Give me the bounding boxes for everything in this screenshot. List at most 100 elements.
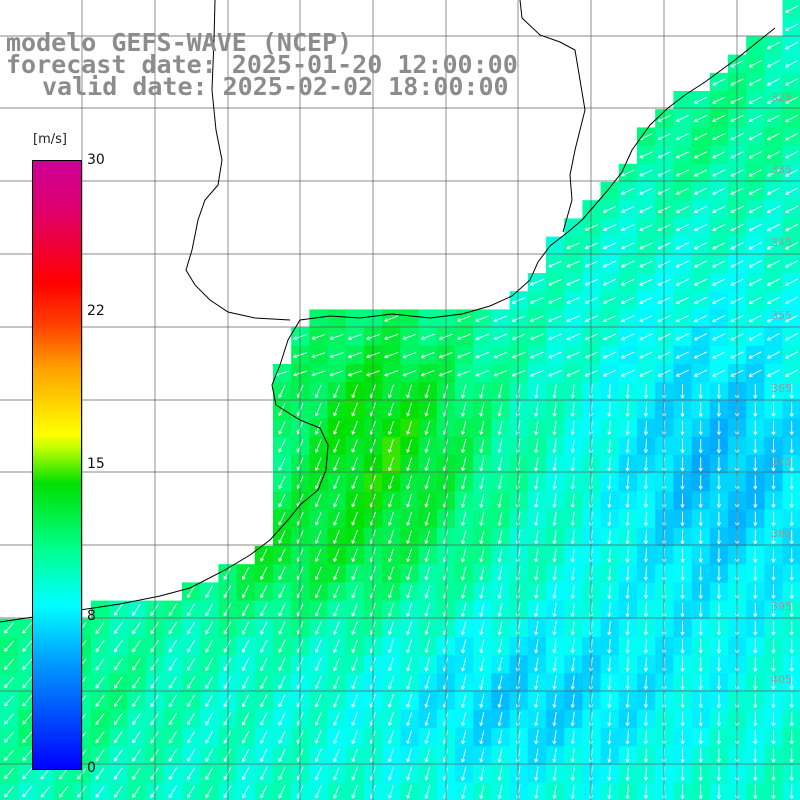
wind-arrow bbox=[716, 602, 721, 617]
wind-arrow bbox=[278, 384, 286, 398]
wind-arrow bbox=[187, 603, 196, 617]
wind-arrow bbox=[406, 748, 413, 763]
wind-arrow bbox=[771, 529, 776, 545]
wind-arrow bbox=[168, 621, 177, 635]
wind-arrow bbox=[479, 748, 485, 763]
wind-arrow bbox=[260, 676, 268, 690]
wind-arrow bbox=[694, 205, 708, 213]
wind-arrow bbox=[113, 676, 123, 689]
wind-arrow bbox=[570, 457, 575, 472]
wind-arrow bbox=[314, 493, 322, 508]
wind-arrow bbox=[388, 402, 394, 417]
lat-label: 345 bbox=[771, 236, 792, 249]
wind-arrow bbox=[95, 731, 105, 744]
wind-arrow bbox=[406, 602, 413, 617]
wind-arrow bbox=[511, 297, 526, 304]
lat-label: 355 bbox=[771, 309, 792, 322]
wind-arrow bbox=[40, 786, 51, 798]
wind-arrow bbox=[4, 713, 15, 725]
wind-arrow bbox=[570, 620, 575, 636]
wind-arrow bbox=[771, 548, 776, 563]
wind-arrow bbox=[789, 693, 794, 708]
wind-arrow bbox=[260, 548, 268, 562]
wind-arrow bbox=[716, 748, 721, 763]
wind-arrow bbox=[461, 602, 467, 617]
wind-arrow bbox=[570, 475, 575, 490]
wind-arrow bbox=[694, 369, 708, 377]
wind-arrow bbox=[461, 675, 467, 690]
wind-arrow bbox=[694, 242, 708, 250]
wind-arrow bbox=[766, 369, 780, 377]
wind-arrow bbox=[625, 620, 630, 636]
wind-arrow bbox=[384, 315, 399, 322]
wind-arrow bbox=[570, 493, 575, 508]
wind-arrow bbox=[584, 260, 599, 268]
wind-arrow bbox=[461, 730, 467, 745]
wind-arrow bbox=[424, 657, 431, 672]
wind-arrow bbox=[698, 511, 703, 526]
wind-arrow bbox=[314, 730, 322, 744]
wind-arrow bbox=[621, 169, 635, 177]
wind-arrow bbox=[314, 675, 322, 690]
wind-arrow bbox=[311, 334, 326, 340]
wind-arrow bbox=[260, 657, 268, 671]
wind-arrow bbox=[698, 693, 703, 708]
wind-arrow bbox=[552, 602, 557, 617]
wind-arrow bbox=[566, 297, 580, 304]
wind-arrow bbox=[748, 351, 762, 359]
wind-arrow bbox=[785, 314, 799, 323]
colorbar-tick-30: 30 bbox=[87, 152, 105, 168]
wind-arrow bbox=[4, 695, 15, 707]
wind-arrow bbox=[187, 749, 196, 762]
wind-arrow bbox=[388, 712, 394, 726]
wind-arrow bbox=[241, 676, 250, 690]
wind-arrow bbox=[424, 511, 431, 526]
wind-arrow bbox=[406, 730, 413, 745]
wind-arrow bbox=[461, 548, 467, 563]
wind-arrow bbox=[95, 785, 105, 798]
wind-arrow bbox=[278, 439, 286, 453]
wind-cell bbox=[309, 309, 329, 329]
wind-arrow bbox=[748, 333, 762, 341]
wind-arrow bbox=[785, 351, 799, 359]
wind-cell bbox=[91, 600, 110, 620]
wind-arrow bbox=[534, 475, 539, 490]
coastline bbox=[0, 27, 776, 623]
wind-arrow bbox=[351, 694, 358, 708]
wind-arrow bbox=[58, 785, 69, 798]
wind-arrow bbox=[113, 640, 123, 653]
wind-arrow bbox=[639, 224, 653, 232]
wind-arrow bbox=[552, 748, 557, 763]
wind-arrow bbox=[402, 352, 417, 359]
wind-arrow bbox=[314, 475, 322, 490]
wind-arrow bbox=[607, 730, 612, 745]
wind-arrow bbox=[534, 511, 539, 526]
wind-arrow bbox=[552, 657, 557, 672]
wind-arrow bbox=[625, 493, 630, 508]
wind-arrow bbox=[552, 730, 557, 745]
wind-arrow bbox=[789, 584, 794, 599]
wind-arrow bbox=[22, 676, 33, 689]
wind-arrow bbox=[168, 785, 177, 799]
wind-arrow bbox=[534, 748, 539, 763]
wind-arrow bbox=[132, 621, 141, 635]
wind-arrow bbox=[625, 420, 630, 435]
wind-arrow bbox=[607, 620, 612, 636]
wind-arrow bbox=[406, 657, 413, 672]
wind-arrow bbox=[4, 768, 15, 780]
wind-arrow bbox=[643, 420, 648, 435]
wind-arrow bbox=[552, 475, 557, 490]
wind-arrow bbox=[511, 333, 526, 341]
wind-arrow bbox=[716, 675, 721, 690]
colorbar-tick-0: 0 bbox=[87, 760, 96, 776]
wind-arrow bbox=[493, 351, 508, 359]
wind-arrow bbox=[716, 566, 721, 581]
wind-arrow bbox=[333, 785, 340, 799]
wind-arrow bbox=[712, 78, 726, 86]
wind-arrow bbox=[534, 675, 539, 690]
wind-arrow bbox=[570, 548, 575, 563]
wind-arrow bbox=[643, 730, 648, 745]
wind-arrow bbox=[461, 475, 467, 490]
wind-arrow bbox=[424, 493, 431, 508]
